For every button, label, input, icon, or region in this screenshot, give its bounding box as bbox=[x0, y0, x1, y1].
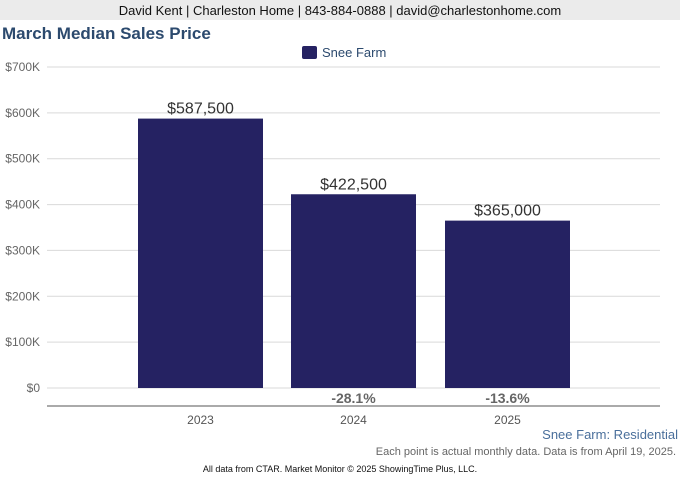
bar-2024 bbox=[291, 194, 416, 388]
data-label: $365,000 bbox=[474, 203, 541, 220]
x-tick-label: 2024 bbox=[340, 413, 367, 427]
x-tick-label: 2025 bbox=[494, 413, 521, 427]
chart-title: March Median Sales Price bbox=[2, 24, 211, 43]
y-tick-label: $600K bbox=[5, 106, 40, 120]
y-tick-label: $700K bbox=[5, 60, 40, 74]
y-tick-label: $200K bbox=[5, 289, 40, 303]
source-label: Snee Farm: Residential bbox=[542, 427, 678, 442]
data-note: Each point is actual monthly data. Data … bbox=[375, 446, 676, 458]
y-tick-label: $0 bbox=[27, 381, 41, 395]
change-label: -13.6% bbox=[485, 390, 530, 406]
y-tick-label: $300K bbox=[5, 243, 40, 257]
contact-header: David Kent | Charleston Home | 843-884-0… bbox=[0, 0, 680, 20]
legend-swatch bbox=[302, 46, 317, 59]
data-label: $587,500 bbox=[167, 101, 234, 118]
data-label: $422,500 bbox=[320, 176, 387, 193]
bar-2025 bbox=[445, 220, 570, 388]
y-tick-label: $400K bbox=[5, 198, 40, 212]
y-tick-label: $500K bbox=[5, 152, 40, 166]
change-label: -28.1% bbox=[331, 390, 376, 406]
y-tick-label: $100K bbox=[5, 335, 40, 349]
x-tick-label: 2023 bbox=[187, 413, 214, 427]
legend-label: Snee Farm bbox=[322, 45, 386, 60]
copyright: All data from CTAR. Market Monitor © 202… bbox=[202, 464, 478, 474]
bar-2023 bbox=[138, 118, 263, 388]
